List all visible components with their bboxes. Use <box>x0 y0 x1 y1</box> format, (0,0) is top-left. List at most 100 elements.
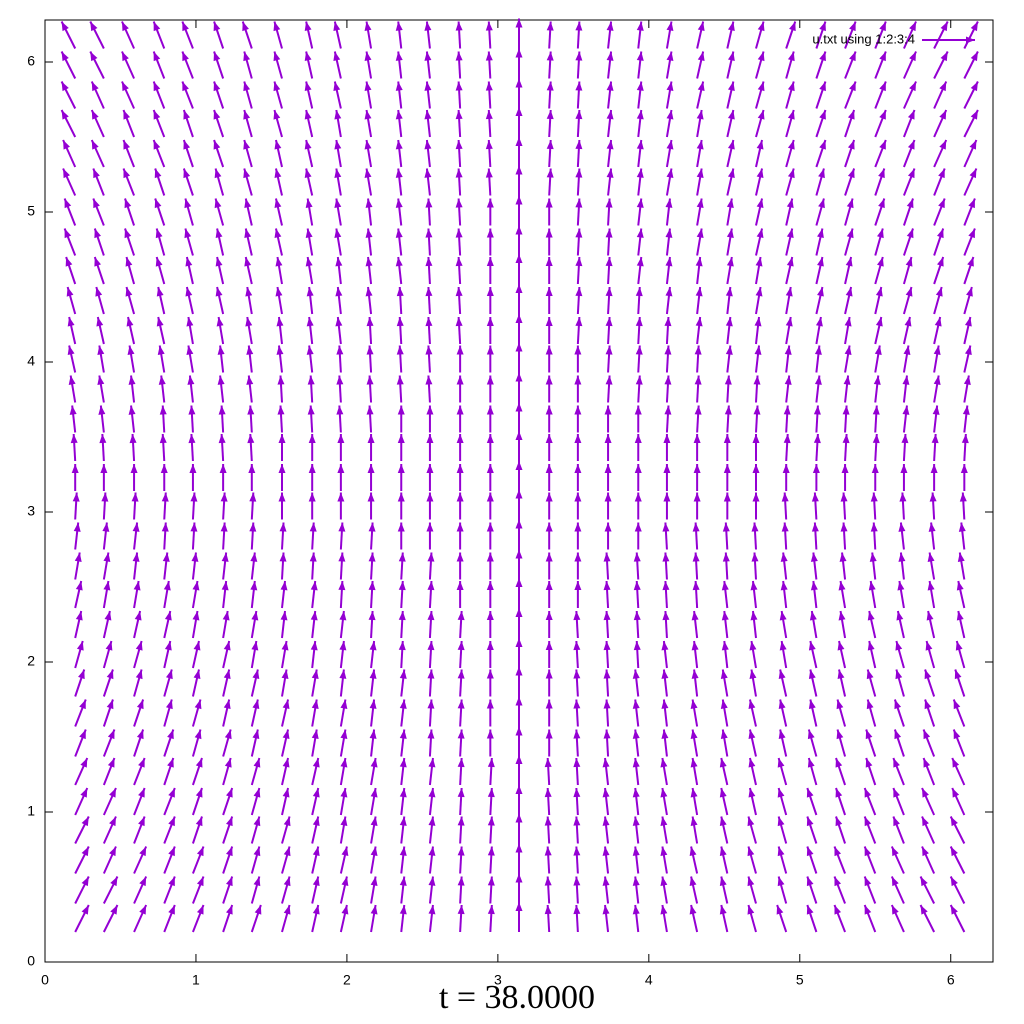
vector-arrow <box>486 522 494 550</box>
vector-arrow <box>750 610 758 639</box>
vector-arrow <box>426 492 434 520</box>
vector-arrow-part <box>456 464 464 473</box>
vector-arrow <box>74 552 82 580</box>
vector-arrow <box>486 198 494 226</box>
vector-arrow-part <box>545 611 553 620</box>
vector-arrow-part <box>312 905 320 915</box>
vector-arrow <box>69 405 77 433</box>
vector-arrow-part <box>893 758 900 768</box>
vector-arrow-part <box>515 18 523 28</box>
vector-arrow <box>215 256 225 285</box>
vector-arrow <box>102 816 117 844</box>
vector-arrow-part <box>666 110 674 120</box>
vector-arrow-part <box>546 51 554 61</box>
y-tick-label: 1 <box>27 803 35 819</box>
vector-arrow <box>605 286 613 315</box>
vector-arrow-part <box>819 21 826 32</box>
vector-arrow-part <box>872 405 880 415</box>
vector-arrow-part <box>869 552 877 562</box>
vector-arrow <box>181 81 194 109</box>
vector-arrow-part <box>399 846 407 856</box>
vector-arrow-part <box>633 581 641 591</box>
vector-arrow-part <box>864 876 872 887</box>
vector-arrow <box>921 787 936 816</box>
vector-arrow <box>575 286 583 315</box>
vector-arrow <box>636 256 644 285</box>
vector-arrow <box>121 51 135 79</box>
vector-arrow <box>844 316 852 345</box>
vector-arrow-part <box>603 641 611 651</box>
vector-arrow-part <box>634 434 642 443</box>
vector-arrow-part <box>455 317 463 327</box>
vector-arrow-part <box>455 110 463 120</box>
vector-arrow <box>308 492 316 520</box>
vector-arrow-part <box>749 641 757 651</box>
vector-arrow <box>337 492 345 520</box>
vector-arrow-part <box>427 669 435 679</box>
vector-arrow <box>370 876 378 904</box>
vector-arrow <box>426 464 434 491</box>
vector-arrow-part <box>154 168 162 179</box>
vector-arrow <box>398 640 406 669</box>
vector-arrow <box>334 168 342 196</box>
vector-arrow <box>963 198 976 226</box>
vector-arrow-part <box>575 287 583 297</box>
vector-arrow <box>874 109 887 138</box>
vector-arrow <box>660 904 668 933</box>
vector-arrow-part <box>337 464 345 473</box>
vector-arrow-part <box>605 345 613 355</box>
vector-arrow-part <box>662 581 670 591</box>
vector-arrow-part <box>545 228 553 238</box>
vector-arrow <box>573 640 581 669</box>
vector-arrow-part <box>574 345 582 355</box>
vector-arrow <box>222 640 231 669</box>
vector-arrow <box>782 464 790 491</box>
vector-arrow-part <box>575 110 583 120</box>
vector-arrow <box>807 757 818 786</box>
vector-arrow-part <box>107 758 115 768</box>
vector-arrow-part <box>304 81 312 92</box>
vector-arrow <box>695 256 703 285</box>
vector-arrow <box>243 81 253 109</box>
vector-arrow-part <box>61 110 69 120</box>
vector-arrow <box>605 256 613 285</box>
vector-arrow <box>815 168 825 196</box>
vector-arrow <box>399 816 407 844</box>
vector-arrow-part <box>277 405 285 415</box>
vector-arrow-part <box>213 81 221 92</box>
vector-arrow <box>122 109 135 138</box>
vector-arrow-part <box>632 816 640 826</box>
vector-arrow-part <box>806 788 814 798</box>
vector-arrow-part <box>168 788 175 798</box>
vector-arrow-part <box>397 434 405 443</box>
vector-arrow <box>636 139 644 168</box>
vector-arrow <box>575 256 583 285</box>
vector-arrow <box>874 228 884 256</box>
vector-arrow-part <box>250 552 258 562</box>
vector-arrow-part <box>666 81 674 91</box>
vector-arrow-part <box>891 905 899 915</box>
vector-arrow-part <box>457 611 465 621</box>
vector-arrow-part <box>486 581 494 590</box>
vector-arrow <box>813 405 821 433</box>
vector-arrow <box>662 522 670 550</box>
vector-arrow-part <box>245 317 253 327</box>
vector-arrow <box>866 669 877 697</box>
vector-arrow-part <box>276 317 284 327</box>
vector-arrow <box>485 21 493 49</box>
vector-arrow-part <box>192 611 200 621</box>
vector-arrow <box>868 580 877 609</box>
vector-arrow-part <box>926 611 934 621</box>
vector-arrow-part <box>253 816 261 827</box>
vector-arrow <box>186 316 194 345</box>
vector-arrow-part <box>183 168 191 179</box>
vector-arrow-part <box>396 345 404 355</box>
vector-arrow <box>222 876 234 904</box>
vector-arrow-part <box>282 729 290 740</box>
vector-arrow <box>575 139 583 168</box>
vector-arrow-part <box>223 641 231 651</box>
vector-arrow-part <box>574 552 582 562</box>
vector-arrow <box>573 699 581 727</box>
vector-arrow-part <box>139 905 147 915</box>
vector-arrow-part <box>243 110 251 120</box>
